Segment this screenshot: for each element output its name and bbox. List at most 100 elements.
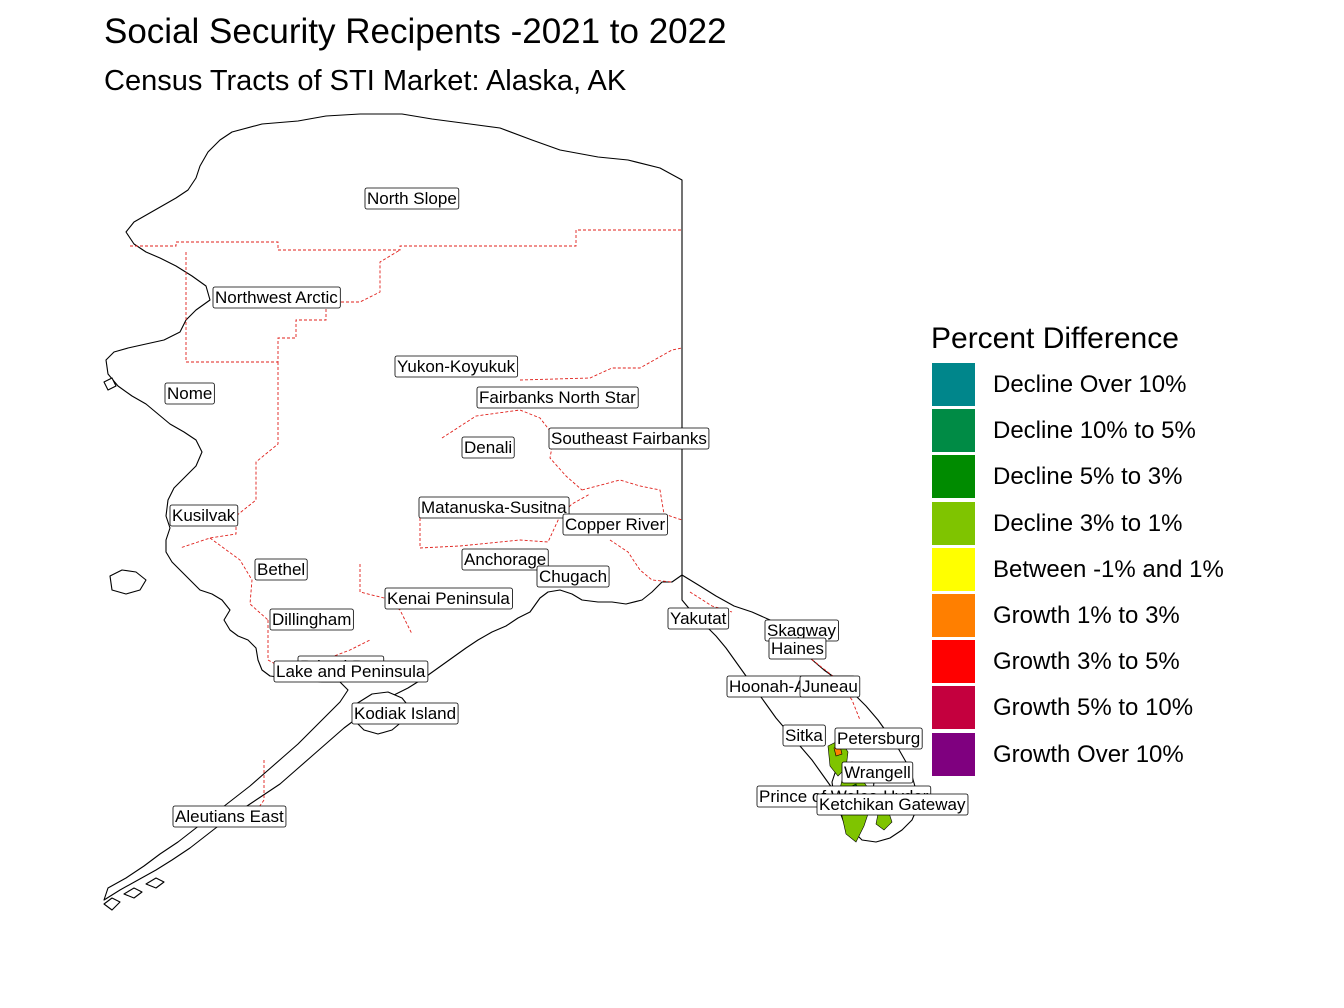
place-label-text: Skagway [767, 621, 836, 640]
legend-item: Growth 5% to 10% [932, 683, 1332, 730]
place-label-box [351, 702, 459, 725]
place-label-text: Kodiak Island [354, 704, 456, 723]
legend-label: Decline 3% to 1% [993, 509, 1183, 537]
place-label-text: Kusilvak [172, 506, 236, 525]
northwest-arctic-boundary [185, 249, 401, 363]
place-label-text: Denali [464, 438, 512, 457]
legend-item: Growth 3% to 5% [932, 637, 1332, 684]
kenai-boundary [359, 564, 413, 635]
place-label: Nome [164, 382, 215, 405]
place-label: Northwest Arctic [212, 286, 341, 309]
legend-label: Decline 10% to 5% [993, 417, 1196, 445]
legend-item: Growth 1% to 3% [932, 591, 1332, 637]
place-label-box [768, 637, 827, 660]
place-label-text: Northwest Arctic [215, 288, 338, 307]
legend-swatch [932, 455, 975, 499]
matanuska-susitna-boundary [419, 493, 591, 549]
place-label: Anchorage [461, 548, 549, 571]
place-label: Kusilvak [169, 504, 239, 527]
place-label: North Slope [364, 187, 460, 210]
place-label-box [476, 386, 639, 409]
legend-item: Decline 3% to 1% [932, 499, 1332, 545]
place-label-box [254, 558, 308, 581]
place-label: Ketchikan Gateway [816, 793, 969, 816]
legend-swatch [932, 732, 975, 776]
legend-item: Between -1% and 1% [932, 545, 1332, 591]
place-label-box [364, 187, 460, 210]
legend-swatch [932, 363, 975, 406]
place-label-text: Dillingham [272, 610, 351, 629]
legend-label: Decline Over 10% [993, 371, 1187, 398]
place-label: Aleutians East [172, 805, 287, 828]
place-label-text: Kenai Peninsula [387, 589, 510, 608]
place-label: Lake and Peninsula [273, 660, 429, 683]
legend: Percent Difference Decline Over 10% Decli… [931, 318, 1332, 776]
place-label-box [169, 504, 239, 527]
place-label-box [212, 286, 341, 309]
place-label-box [667, 607, 730, 630]
place-label-box [841, 761, 914, 784]
place-label: Chugach [536, 565, 610, 588]
place-label-text: Ketchikan Gateway [819, 795, 966, 814]
place-label: Fairbanks North Star [476, 386, 639, 409]
place-label: Petersburg [834, 727, 923, 750]
place-label-text: North Slope [367, 189, 457, 208]
legend-label: Growth 5% to 10% [993, 694, 1194, 722]
map-title: Social Security Recipents -2021 to 2022 [104, 12, 727, 51]
place-label: Copper River [562, 513, 668, 536]
legend-item: Decline 5% to 3% [932, 452, 1332, 499]
place-label: Bethel [254, 558, 308, 581]
place-label-text: Lake and Peninsula [276, 662, 426, 681]
place-label-text: Juneau [802, 677, 858, 696]
legend-swatch [932, 593, 975, 637]
place-label: Yukon-Koyukuk [394, 355, 519, 378]
legend-item: Growth Over 10% [932, 730, 1332, 776]
north-slope-boundary [130, 229, 682, 251]
fairbanks-boundary [519, 347, 683, 381]
place-label: Juneau [799, 675, 861, 698]
place-label: Kenai Peninsula [384, 587, 513, 610]
place-label-text: Aleutians East [175, 807, 284, 826]
aleutian-island-2 [123, 887, 143, 899]
place-labels: North Slope Northwest Arctic Yukon-Koyukuk… [164, 187, 969, 828]
aleutian-island-1 [103, 897, 121, 911]
map-subtitle: Census Tracts of STI Market: Alaska, AK [104, 65, 627, 97]
juneau-boundary [799, 649, 861, 721]
place-label-text: Fairbanks North Star [479, 388, 636, 407]
yakutat-boundary [689, 591, 733, 613]
place-label-text: Yukon-Koyukuk [397, 357, 516, 376]
legend-swatch [932, 409, 975, 453]
place-label-box [548, 427, 710, 450]
place-label-box [269, 608, 354, 631]
legend-items: Decline Over 10% Decline 10% to 5% Decline… [932, 360, 1332, 776]
place-label-text: Copper River [565, 515, 665, 534]
place-label-box [418, 496, 570, 519]
place-label-box [172, 805, 287, 828]
legend-title: Percent Difference [931, 322, 1179, 355]
bethel-boundary [209, 537, 269, 621]
legend-label: Growth 3% to 5% [993, 648, 1180, 676]
legend-item: Decline Over 10% [932, 360, 1332, 406]
place-label-text: Chugach [539, 567, 607, 586]
copper-river-boundary [609, 539, 673, 583]
southeast-fairbanks-boundary [581, 479, 683, 521]
legend-swatch [932, 501, 975, 545]
place-label-box [273, 660, 429, 683]
place-label-box [164, 382, 215, 405]
mainland-outline [103, 113, 683, 901]
legend-swatch [932, 640, 975, 684]
place-label-text: Matanuska-Susitna [421, 498, 567, 517]
place-label-text: Haines [771, 639, 824, 658]
denali-boundary [441, 409, 583, 491]
place-label-text: Petersburg [837, 729, 920, 748]
nunivak-island [109, 569, 147, 595]
place-label-box [384, 587, 513, 610]
legend-label: Growth 1% to 3% [993, 601, 1180, 629]
legend-label: Decline 5% to 3% [993, 463, 1183, 491]
place-label-box [394, 355, 519, 378]
place-label: Denali [461, 436, 515, 459]
place-label: Kodiak Island [351, 702, 459, 725]
place-label: Sitka [782, 724, 826, 747]
yukon-koyukuk-boundary [179, 362, 279, 549]
